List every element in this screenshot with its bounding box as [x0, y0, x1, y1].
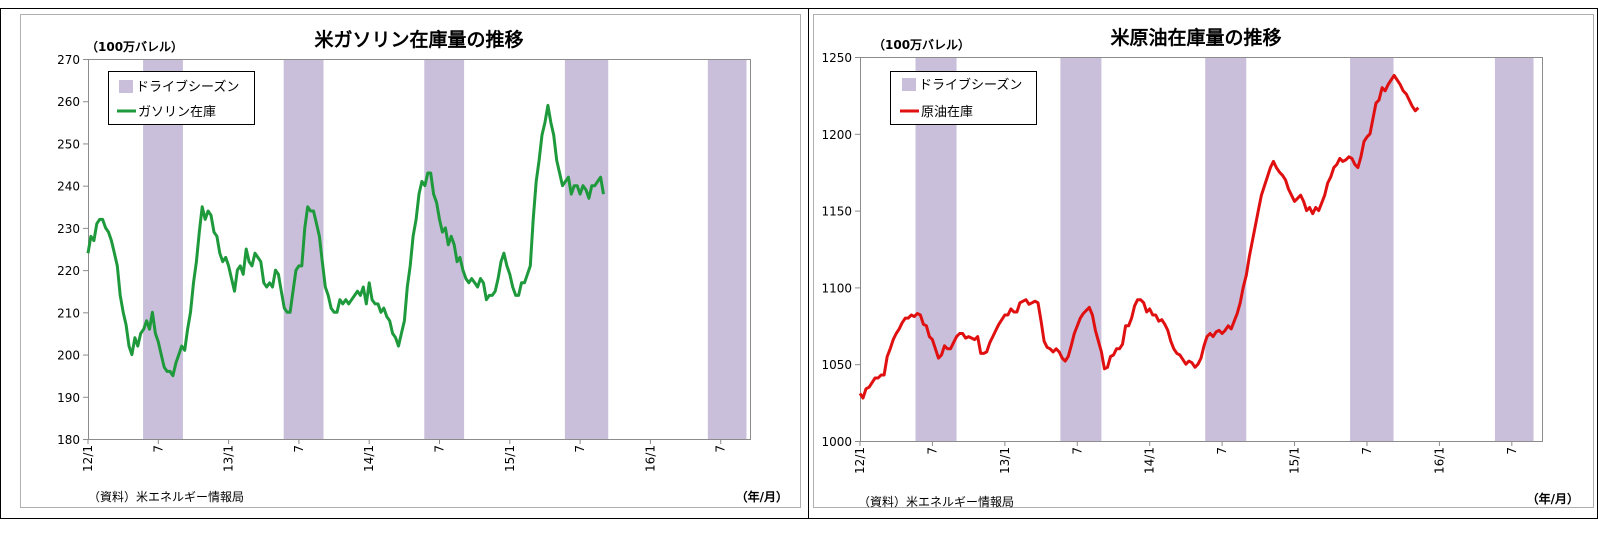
x-tick-label: 7: [714, 445, 728, 453]
x-tick-label: 12/1: [81, 445, 95, 472]
x-tick-label: 13/1: [222, 445, 236, 472]
y-tick-label: 1150: [821, 205, 852, 219]
x-tick-label: 15/1: [503, 445, 517, 472]
chart-area-border: [813, 14, 1594, 508]
x-tick-label: 7: [433, 445, 447, 453]
chart-area-border: [20, 14, 801, 508]
y-tick-label: 220: [57, 264, 80, 278]
y-tick-label: 240: [57, 180, 80, 194]
x-tick-label: 7: [1215, 447, 1229, 455]
y-tick-label: 200: [57, 349, 80, 363]
x-tick-label: 14/1: [362, 445, 376, 472]
x-tick-label: 7: [925, 447, 939, 455]
y-axis-unit-label: （100万バレル）: [873, 37, 970, 52]
x-tick-label: 15/1: [1288, 447, 1302, 474]
x-tick-label: 7: [573, 445, 587, 453]
y-tick-label: 1100: [821, 281, 852, 295]
legend-shade-label: ドライブシーズン: [919, 77, 1022, 93]
y-tick-label: 260: [57, 95, 80, 109]
legend-line-label: 原油在庫: [921, 105, 973, 120]
y-tick-label: 270: [57, 53, 80, 67]
chart-title: 米原油在庫量の推移: [1110, 26, 1281, 49]
x-tick-label: 12/1: [853, 447, 867, 474]
x-tick-label: 16/1: [643, 445, 657, 472]
x-tick-label: 7: [1070, 447, 1084, 455]
y-tick-label: 1050: [821, 358, 852, 372]
chart-title: 米ガソリン在庫量の推移: [314, 28, 523, 51]
x-tick-label: 7: [292, 445, 306, 453]
x-axis-unit-label: （年/月）: [1527, 491, 1579, 506]
x-tick-label: 7: [1360, 447, 1374, 455]
series-line: [86, 103, 605, 378]
drive-season-band: [1494, 57, 1534, 441]
x-tick-label: 14/1: [1143, 447, 1157, 474]
x-tick-label: 13/1: [998, 447, 1012, 474]
drive-season-band: [564, 59, 609, 439]
drive-season-band: [424, 59, 465, 439]
legend-line-label: ガソリン在庫: [138, 105, 216, 120]
plot-area-frame: [860, 57, 1543, 442]
drive-season-band: [1205, 57, 1247, 441]
series-line: [858, 73, 1420, 400]
y-tick-label: 1250: [821, 51, 852, 65]
y-tick-label: 230: [57, 222, 80, 236]
y-tick-label: 1200: [821, 128, 852, 142]
legend-shade-swatch: [902, 78, 916, 91]
drive-season-band: [707, 59, 747, 439]
x-axis-unit-label: （年/月）: [736, 489, 788, 504]
drive-season-band: [1060, 57, 1102, 441]
y-tick-label: 210: [57, 306, 80, 320]
source-note: （資料）米エネルギー情報局: [858, 495, 1014, 509]
legend: ドライブシーズン ガソリン在庫: [108, 71, 255, 125]
legend-shade-swatch: [119, 80, 133, 93]
crude-oil-chart-panel: 米原油在庫量の推移 （100万バレル） （資料）米エネルギー情報局 （年/月） …: [813, 14, 1594, 509]
legend: ドライブシーズン 原油在庫: [890, 71, 1037, 125]
gasoline-chart-panel: 米ガソリン在庫量の推移 （100万バレル） （資料）米エネルギー情報局 （年/月…: [20, 14, 801, 508]
y-axis-unit-label: （100万バレル）: [86, 39, 183, 54]
source-note: （資料）米エネルギー情報局: [88, 490, 244, 504]
drive-season-band: [1350, 57, 1394, 441]
x-tick-label: 7: [1505, 447, 1519, 455]
x-tick-label: 7: [151, 445, 165, 453]
y-tick-label: 250: [57, 137, 80, 151]
x-tick-label: 16/1: [1432, 447, 1446, 474]
y-tick-label: 1000: [821, 435, 852, 449]
y-tick-label: 190: [57, 391, 80, 405]
legend-shade-label: ドライブシーズン: [136, 79, 239, 95]
y-tick-label: 180: [57, 433, 80, 447]
